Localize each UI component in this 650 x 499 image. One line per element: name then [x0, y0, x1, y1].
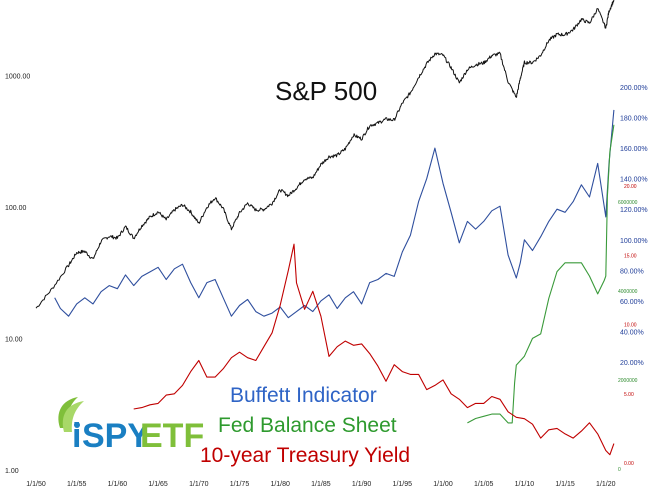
- pct-tick-label: 140.00%: [620, 177, 648, 184]
- legend-buffett-indicator: Buffett Indicator: [230, 384, 377, 407]
- series-line-fed-balance-sheet: [467, 124, 615, 424]
- yield-tick-label: 20.00: [624, 184, 637, 190]
- left-axis-ticks: 1.00 10.00 100.00 1000.00: [5, 74, 30, 475]
- series-line-buffett-indicator: [54, 109, 615, 319]
- pct-tick-label: 80.00%: [620, 268, 644, 275]
- balance-tick-label: 2000000: [618, 378, 638, 384]
- legend-fed-balance-sheet: Fed Balance Sheet: [218, 414, 397, 437]
- x-tick-label: 1/1/75: [230, 481, 250, 488]
- x-tick-label: 1/1/70: [189, 481, 209, 488]
- pct-tick-label: 100.00%: [620, 238, 648, 245]
- left-tick-label: 10.00: [5, 337, 23, 344]
- logo-prefix: i: [72, 417, 81, 455]
- series-layer: [35, 0, 615, 456]
- x-tick-label: 1/1/20: [596, 481, 616, 488]
- x-tick-label: 1/1/50: [26, 481, 46, 488]
- series-line-s-p-500: [35, 0, 615, 309]
- yield-axis-ticks: 0.00 5.00 10.00 15.00 20.00: [624, 184, 637, 467]
- pct-tick-label: 120.00%: [620, 207, 648, 214]
- x-tick-label: 1/1/60: [108, 481, 128, 488]
- series-line-10-year-treasury-yield: [133, 243, 615, 456]
- x-tick-label: 1/1/10: [515, 481, 535, 488]
- left-tick-label: 100.00: [5, 205, 27, 212]
- x-tick-label: 1/1/90: [352, 481, 372, 488]
- x-tick-label: 1/1/00: [433, 481, 453, 488]
- balance-tick-label: 0: [618, 467, 621, 473]
- x-tick-label: 1/1/05: [474, 481, 494, 488]
- logo-swoosh-icon: [58, 397, 84, 432]
- logo-brand-spy: SPY: [82, 417, 150, 455]
- logo-brand-etf: ETF: [140, 417, 204, 455]
- x-axis-ticks: 1/1/50 1/1/55 1/1/60 1/1/65 1/1/70 1/1/75 1/1/…: [26, 481, 615, 488]
- x-tick-label: 1/1/85: [311, 481, 331, 488]
- pct-tick-label: 60.00%: [620, 299, 644, 306]
- balance-axis-ticks: 0 2000000 4000000 6000000: [618, 200, 638, 473]
- x-tick-label: 1/1/15: [555, 481, 575, 488]
- yield-tick-label: 15.00: [624, 253, 637, 259]
- ispyetf-logo: i SPY ETF: [58, 397, 204, 455]
- pct-tick-label: 180.00%: [620, 116, 648, 123]
- left-tick-label: 1000.00: [5, 74, 30, 81]
- chart-title: S&P 500: [275, 76, 377, 106]
- pct-tick-label: 160.00%: [620, 146, 648, 153]
- pct-tick-label: 40.00%: [620, 329, 644, 336]
- left-tick-label: 1.00: [5, 468, 19, 475]
- pct-tick-label: 20.00%: [620, 360, 644, 367]
- balance-tick-label: 6000000: [618, 200, 638, 206]
- pct-axis-ticks: 20.00% 40.00% 60.00% 80.00% 100.00% 120.00% 14…: [620, 85, 648, 367]
- legend-10yr-treasury-yield: 10-year Treasury Yield: [200, 444, 410, 467]
- x-tick-label: 1/1/55: [67, 481, 87, 488]
- x-tick-label: 1/1/80: [270, 481, 290, 488]
- x-tick-label: 1/1/95: [393, 481, 413, 488]
- balance-tick-label: 4000000: [618, 289, 638, 295]
- yield-tick-label: 5.00: [624, 392, 634, 398]
- pct-tick-label: 200.00%: [620, 85, 648, 92]
- yield-tick-label: 10.00: [624, 323, 637, 329]
- yield-tick-label: 0.00: [624, 461, 634, 467]
- x-tick-label: 1/1/65: [148, 481, 168, 488]
